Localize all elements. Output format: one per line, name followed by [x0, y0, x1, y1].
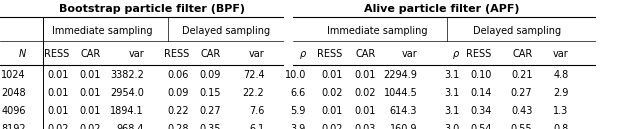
Text: RESS: RESS — [467, 49, 492, 59]
Text: CAR: CAR — [355, 49, 376, 59]
Text: ρ: ρ — [453, 49, 460, 59]
Text: 0.35: 0.35 — [199, 124, 221, 129]
Text: 22.2: 22.2 — [243, 88, 264, 98]
Text: 0.06: 0.06 — [168, 70, 189, 80]
Text: 1044.5: 1044.5 — [383, 88, 417, 98]
Text: 0.43: 0.43 — [511, 106, 532, 116]
Text: 0.34: 0.34 — [470, 106, 492, 116]
Text: 0.01: 0.01 — [80, 88, 101, 98]
Text: 8192: 8192 — [1, 124, 26, 129]
Text: 3.1: 3.1 — [444, 88, 460, 98]
Text: 10.0: 10.0 — [285, 70, 306, 80]
Text: 2954.0: 2954.0 — [110, 88, 144, 98]
Text: Bootstrap particle filter (BPF): Bootstrap particle filter (BPF) — [59, 4, 244, 14]
Text: 0.02: 0.02 — [321, 88, 342, 98]
Text: CAR: CAR — [200, 49, 221, 59]
Text: 0.03: 0.03 — [355, 124, 376, 129]
Text: 0.01: 0.01 — [321, 70, 342, 80]
Text: 4.8: 4.8 — [553, 70, 568, 80]
Text: CAR: CAR — [512, 49, 532, 59]
Text: 0.02: 0.02 — [47, 124, 69, 129]
Text: var: var — [248, 49, 264, 59]
Text: 0.8: 0.8 — [553, 124, 568, 129]
Text: 2048: 2048 — [1, 88, 26, 98]
Text: 0.01: 0.01 — [80, 106, 101, 116]
Text: 0.02: 0.02 — [321, 124, 342, 129]
Text: RESS: RESS — [44, 49, 69, 59]
Text: var: var — [128, 49, 144, 59]
Text: 0.27: 0.27 — [199, 106, 221, 116]
Text: ρ: ρ — [300, 49, 306, 59]
Text: 968.4: 968.4 — [116, 124, 144, 129]
Text: 0.55: 0.55 — [511, 124, 532, 129]
Text: 6.6: 6.6 — [291, 88, 306, 98]
Text: Immediate sampling: Immediate sampling — [327, 26, 428, 36]
Text: 1024: 1024 — [1, 70, 26, 80]
Text: 3.1: 3.1 — [444, 70, 460, 80]
Text: 0.28: 0.28 — [167, 124, 189, 129]
Text: 0.01: 0.01 — [321, 106, 342, 116]
Text: 0.02: 0.02 — [79, 124, 101, 129]
Text: 0.14: 0.14 — [470, 88, 492, 98]
Text: Alive particle filter (APF): Alive particle filter (APF) — [364, 4, 519, 14]
Text: Immediate sampling: Immediate sampling — [52, 26, 153, 36]
Text: 0.22: 0.22 — [167, 106, 189, 116]
Text: 0.09: 0.09 — [168, 88, 189, 98]
Text: 7.6: 7.6 — [249, 106, 264, 116]
Text: 5.9: 5.9 — [291, 106, 306, 116]
Text: 0.15: 0.15 — [199, 88, 221, 98]
Text: 0.01: 0.01 — [355, 70, 376, 80]
Text: 160.9: 160.9 — [390, 124, 417, 129]
Text: 3.0: 3.0 — [444, 124, 460, 129]
Text: Delayed sampling: Delayed sampling — [473, 26, 561, 36]
Text: 0.54: 0.54 — [470, 124, 492, 129]
Text: N: N — [19, 49, 26, 59]
Text: 0.27: 0.27 — [511, 88, 532, 98]
Text: RESS: RESS — [164, 49, 189, 59]
Text: var: var — [401, 49, 417, 59]
Text: 3382.2: 3382.2 — [110, 70, 144, 80]
Text: 0.01: 0.01 — [355, 106, 376, 116]
Text: Delayed sampling: Delayed sampling — [182, 26, 270, 36]
Text: 0.21: 0.21 — [511, 70, 532, 80]
Text: 0.01: 0.01 — [48, 70, 69, 80]
Text: RESS: RESS — [317, 49, 342, 59]
Text: 0.01: 0.01 — [48, 88, 69, 98]
Text: 6.1: 6.1 — [249, 124, 264, 129]
Text: 614.3: 614.3 — [390, 106, 417, 116]
Text: 0.10: 0.10 — [470, 70, 492, 80]
Text: 1894.1: 1894.1 — [110, 106, 144, 116]
Text: 0.02: 0.02 — [354, 88, 376, 98]
Text: CAR: CAR — [81, 49, 101, 59]
Text: 72.4: 72.4 — [243, 70, 264, 80]
Text: 1.3: 1.3 — [553, 106, 568, 116]
Text: 2.9: 2.9 — [553, 88, 568, 98]
Text: var: var — [552, 49, 568, 59]
Text: 0.09: 0.09 — [200, 70, 221, 80]
Text: 3.9: 3.9 — [291, 124, 306, 129]
Text: 3.1: 3.1 — [444, 106, 460, 116]
Text: 4096: 4096 — [1, 106, 26, 116]
Text: 0.01: 0.01 — [80, 70, 101, 80]
Text: 2294.9: 2294.9 — [383, 70, 417, 80]
Text: 0.01: 0.01 — [48, 106, 69, 116]
